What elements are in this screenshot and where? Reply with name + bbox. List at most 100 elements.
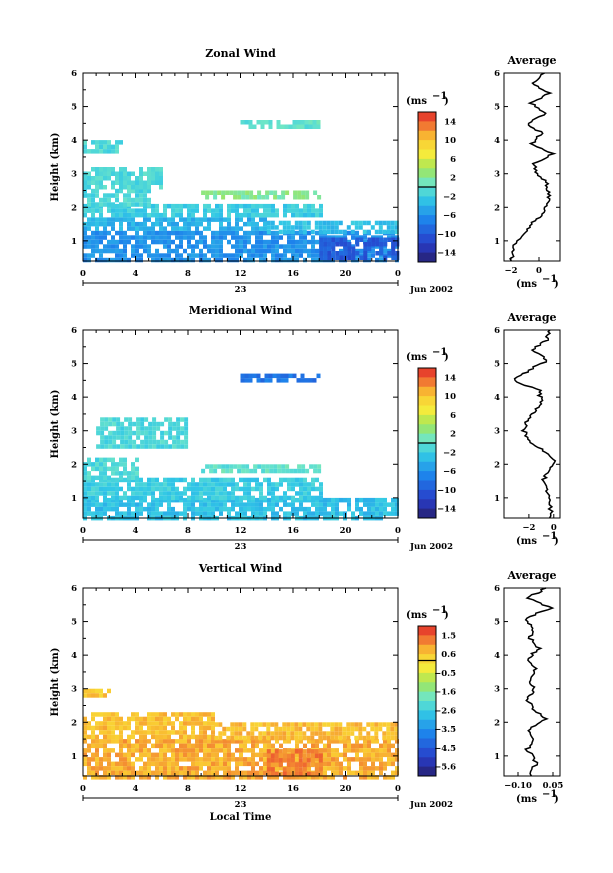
heatmap-cell xyxy=(124,439,129,445)
heatmap-cell xyxy=(191,482,195,487)
heatmap-cell xyxy=(91,743,95,749)
heatmap-cell xyxy=(107,202,111,207)
heatmap-cell xyxy=(335,242,340,247)
heatmap-cell xyxy=(123,244,127,249)
heatmap-cell xyxy=(367,237,372,242)
heatmap-cell xyxy=(255,761,259,767)
heatmap-cell xyxy=(355,757,359,762)
heatmap-cell xyxy=(176,417,181,422)
heatmap-cell xyxy=(223,770,227,776)
heatmap-cell xyxy=(87,486,91,492)
heatmap-cell xyxy=(217,190,222,195)
heatmap-cell xyxy=(283,244,287,249)
colorbar-unit-sup: −1 xyxy=(432,605,447,616)
heatmap-cell xyxy=(215,491,219,496)
heatmap-cell xyxy=(375,497,379,503)
heatmap-cell xyxy=(115,482,119,487)
heatmap-cell xyxy=(135,202,139,207)
heatmap-cell xyxy=(139,212,143,218)
heatmap-cell xyxy=(223,743,227,749)
heatmap-cell xyxy=(347,502,351,507)
heatmap-cell xyxy=(135,491,139,496)
heatmap-cell xyxy=(271,482,275,487)
y-axis-label: Height (km) xyxy=(50,390,61,459)
heatmap-cell xyxy=(119,471,123,476)
heatmap-cell xyxy=(358,731,363,736)
heatmap-cell xyxy=(299,491,303,496)
heatmap-cell xyxy=(279,257,283,263)
heatmap-cell xyxy=(251,244,255,249)
heatmap-cell xyxy=(127,502,131,507)
heatmap-cell xyxy=(263,239,267,245)
heatmap-cell xyxy=(131,770,135,776)
heatmap-cell xyxy=(315,743,319,749)
heatmap-cell xyxy=(315,477,319,483)
heatmap-cell xyxy=(331,757,335,762)
heatmap-cell xyxy=(307,775,311,780)
colorbar-segment xyxy=(418,461,436,472)
colorbar-segment xyxy=(418,187,436,197)
heatmap-cell xyxy=(259,495,263,501)
heatmap-cell xyxy=(270,220,275,226)
heatmap-cell xyxy=(268,378,273,383)
heatmap-cell xyxy=(95,244,99,249)
heatmap-cell xyxy=(115,230,119,236)
heatmap-cell xyxy=(103,149,107,154)
heatmap-cell xyxy=(187,203,191,209)
heatmap-cell xyxy=(265,190,270,195)
heatmap-cell xyxy=(107,739,111,744)
heatmap-cell xyxy=(230,731,235,736)
x-tick-label: 20 xyxy=(340,784,352,794)
heatmap-cell xyxy=(171,203,175,209)
heatmap-cell xyxy=(306,726,311,732)
heatmap-cell xyxy=(103,734,107,740)
heatmap-cell xyxy=(159,226,163,231)
heatmap-cell xyxy=(99,212,103,218)
heatmap-cell xyxy=(287,203,291,209)
heatmap-cell xyxy=(167,486,171,492)
heatmap-cell xyxy=(123,457,127,463)
heatmap-cell xyxy=(155,167,159,172)
heatmap-cell xyxy=(215,752,219,758)
heatmap-cell xyxy=(275,208,279,213)
heatmap-cell xyxy=(163,239,167,245)
heatmap-cell xyxy=(159,486,163,492)
heatmap-cell xyxy=(318,771,323,777)
heatmap-cell xyxy=(315,495,319,501)
heatmap-cell xyxy=(111,482,115,487)
x-tick-label: 12 xyxy=(235,269,247,279)
heatmap-cell xyxy=(271,248,275,254)
heatmap-cell xyxy=(242,726,247,732)
heatmap-cell xyxy=(319,739,323,744)
heatmap-cell xyxy=(179,712,183,717)
heatmap-cell xyxy=(339,766,343,771)
heatmap-cell xyxy=(203,743,207,749)
heatmap-cell xyxy=(319,486,323,492)
heatmap-cell xyxy=(231,208,235,213)
heatmap-cell xyxy=(203,203,207,209)
heatmap-cell xyxy=(103,244,107,249)
heatmap-cell xyxy=(147,739,151,744)
colorbar-segment xyxy=(418,508,436,519)
heatmap-cell xyxy=(241,190,246,195)
heatmap-cell xyxy=(307,212,311,218)
heatmap-cell xyxy=(263,477,267,483)
heatmap-cell xyxy=(282,722,287,727)
heatmap-cell xyxy=(103,248,107,254)
heatmap-cell xyxy=(237,468,242,474)
heatmap-cell xyxy=(263,743,267,749)
heatmap-cell xyxy=(311,486,315,492)
heatmap-cell xyxy=(339,257,343,263)
heatmap-cell xyxy=(235,239,239,245)
heatmap-cell xyxy=(247,770,251,776)
heatmap-cell xyxy=(218,722,223,727)
heatmap-cell xyxy=(310,229,315,235)
heatmap-cell xyxy=(255,221,259,227)
colorbar-segment xyxy=(418,414,436,425)
heatmap-cell xyxy=(379,502,383,507)
heatmap-cell xyxy=(211,752,215,758)
heatmap-cell xyxy=(211,748,215,753)
heatmap-cell xyxy=(359,748,363,753)
heatmap-cell xyxy=(282,731,287,736)
